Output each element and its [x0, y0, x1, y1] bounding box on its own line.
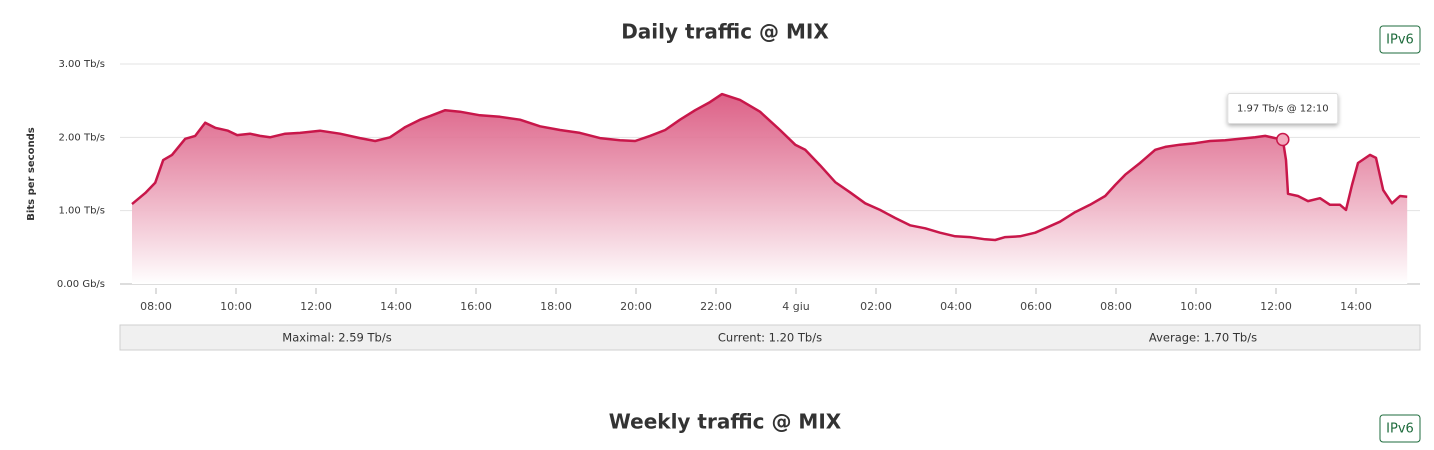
x-tick-label: 12:00: [1260, 300, 1292, 313]
x-tick-label: 04:00: [940, 300, 972, 313]
chart-title: Daily traffic @ MIX: [621, 20, 829, 44]
y-tick-label: 3.00 Tb/s: [59, 59, 105, 70]
stat-label: Current: 1.20 Tb/s: [718, 331, 822, 345]
x-tick-label: 22:00: [700, 300, 732, 313]
hover-point: [1276, 132, 1290, 147]
x-tick-label: 02:00: [860, 300, 892, 313]
y-tick-label: 1.00 Tb/s: [59, 206, 105, 217]
y-axis-label: Bits per seconds: [26, 127, 37, 220]
x-tick-label: 10:00: [220, 300, 252, 313]
button-label[interactable]: IPv6: [1386, 33, 1414, 48]
tooltip-text: 1.97 Tb/s @ 12:10: [1237, 104, 1329, 115]
x-tick-label: 14:00: [380, 300, 412, 313]
x-tick-label: 16:00: [460, 300, 492, 313]
tooltip-box: [1227, 93, 1339, 125]
stats-bar: [119, 324, 1421, 351]
y-tick-label: 2.00 Tb/s: [59, 132, 105, 143]
y-tick-label: 0.00 Gb/s: [57, 279, 105, 290]
x-tick-label: 06:00: [1020, 300, 1052, 313]
x-tick-label: 10:00: [1180, 300, 1212, 313]
section-title: Weekly traffic @ MIX: [609, 410, 842, 434]
x-tick-label: 14:00: [1340, 300, 1372, 313]
stat-label: Average: 1.70 Tb/s: [1149, 331, 1257, 345]
button-label[interactable]: IPv6: [1386, 422, 1414, 437]
stat-label: Maximal: 2.59 Tb/s: [282, 331, 391, 345]
x-tick-label: 20:00: [620, 300, 652, 313]
ipv6-button[interactable]: [1379, 414, 1421, 443]
x-tick-label: 4 giu: [782, 300, 810, 313]
ipv6-button[interactable]: [1379, 25, 1421, 54]
x-tick-label: 08:00: [1100, 300, 1132, 313]
x-tick-label: 12:00: [300, 300, 332, 313]
x-tick-label: 18:00: [540, 300, 572, 313]
x-tick-label: 08:00: [140, 300, 172, 313]
area-fill: [132, 94, 1408, 284]
